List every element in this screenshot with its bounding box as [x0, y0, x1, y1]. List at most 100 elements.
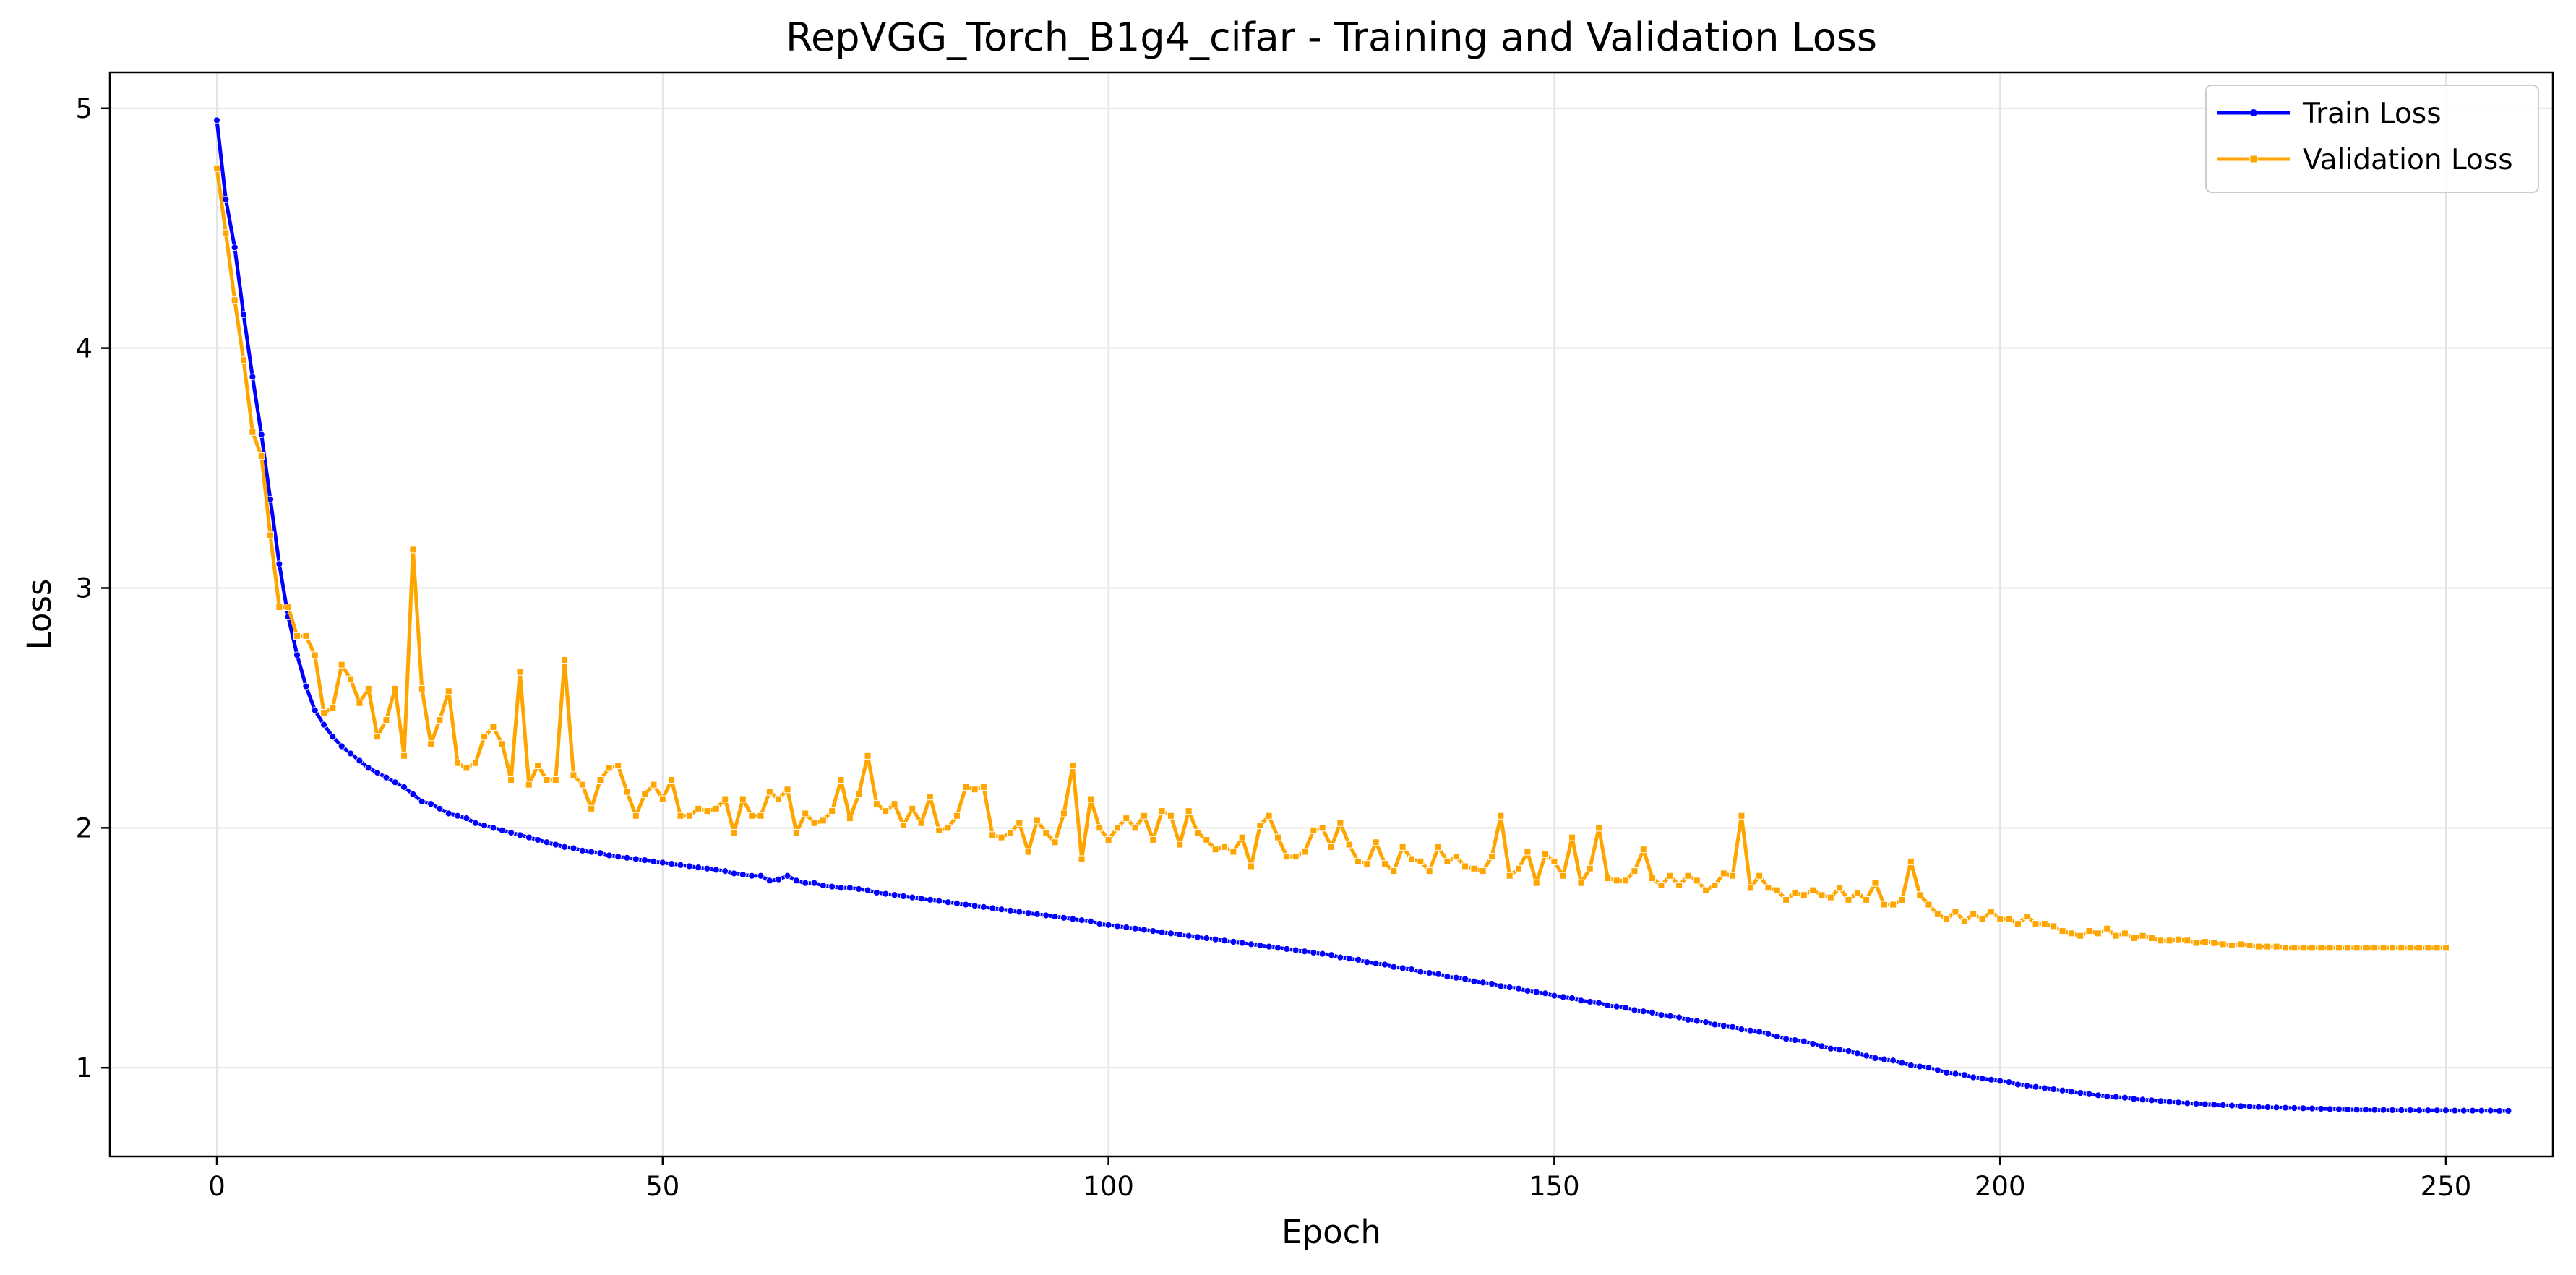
train-loss-point [677, 861, 684, 869]
train-loss-point [882, 890, 890, 898]
validation-loss-point [962, 783, 970, 791]
train-loss-point [2299, 1104, 2307, 1112]
legend-train-marker [2250, 109, 2257, 116]
train-loss-point [1229, 938, 1237, 945]
validation-loss-point [1925, 901, 1933, 909]
validation-loss-point [471, 759, 479, 767]
train-loss-point [2130, 1095, 2138, 1103]
validation-loss-point [2184, 937, 2191, 945]
train-loss-point [382, 773, 390, 781]
train-loss-point [2460, 1107, 2468, 1115]
validation-loss-point [935, 826, 943, 834]
train-loss-point [1345, 955, 1353, 963]
validation-loss-point [1300, 848, 1308, 856]
validation-loss-point [1880, 901, 1888, 909]
validation-loss-point [837, 776, 845, 784]
train-loss-point [658, 859, 666, 867]
legend-train-label: Train Loss [2302, 98, 2442, 130]
validation-loss-point [374, 733, 382, 741]
validation-loss-point [1559, 872, 1567, 880]
train-loss-point [641, 857, 649, 864]
train-loss-point [1773, 1033, 1781, 1040]
train-loss-point [2014, 1081, 2022, 1089]
validation-loss-point [1863, 896, 1871, 903]
train-loss-point [1943, 1068, 1951, 1076]
validation-loss-point [2121, 930, 2129, 937]
validation-loss-point [641, 790, 649, 798]
train-loss-point [1381, 961, 1388, 969]
train-loss-point [231, 244, 239, 252]
validation-loss-point [650, 781, 658, 789]
validation-loss-point [1069, 762, 1077, 770]
validation-loss-point [2272, 943, 2280, 950]
train-loss-point [1836, 1046, 1844, 1054]
validation-loss-point [730, 828, 738, 836]
validation-loss-point [917, 819, 925, 827]
train-loss-point [2291, 1104, 2298, 1112]
train-loss-point [1167, 930, 1175, 937]
validation-loss-points [213, 164, 2450, 952]
validation-loss-point [810, 819, 818, 827]
validation-loss-point [1024, 848, 1032, 856]
train-loss-point [338, 742, 345, 750]
train-loss-point [551, 841, 559, 849]
validation-loss-point [1238, 833, 1246, 841]
train-loss-point [605, 851, 613, 859]
validation-loss-point [2174, 935, 2182, 943]
train-loss-point [1613, 1003, 1620, 1010]
validation-loss-point [828, 807, 836, 815]
train-loss-point [1845, 1047, 1852, 1055]
train-loss-point [1042, 911, 1050, 919]
train-loss-point [2389, 1107, 2396, 1114]
train-loss-point [2165, 1098, 2173, 1106]
validation-loss-point [1336, 819, 1344, 827]
train-loss-point [570, 844, 578, 852]
train-loss-point [257, 431, 265, 439]
train-loss-point [2032, 1083, 2040, 1091]
train-loss-point [917, 895, 925, 903]
validation-loss-point [1425, 867, 1433, 875]
train-loss-point [1141, 926, 1148, 934]
train-loss-point [685, 862, 693, 870]
y-tick-label: 1 [75, 1052, 93, 1083]
train-loss-point [347, 750, 354, 757]
train-loss-point [864, 886, 872, 894]
train-loss-point [2139, 1096, 2147, 1104]
train-loss-point [427, 800, 434, 808]
train-loss-point [1034, 910, 1041, 918]
train-loss-point [2362, 1106, 2369, 1114]
train-loss-point [775, 875, 783, 883]
train-loss-point [1221, 937, 1228, 945]
train-loss-point [650, 857, 658, 865]
train-loss-point [712, 866, 720, 874]
train-loss-point [997, 906, 1005, 914]
train-loss-point [1711, 1021, 1719, 1029]
validation-loss-point [668, 776, 676, 784]
validation-loss-point [855, 790, 863, 798]
validation-loss-point [2433, 944, 2441, 952]
train-loss-point [1639, 1008, 1647, 1016]
train-loss-point [1532, 988, 1540, 996]
validation-loss-point [1996, 915, 2004, 923]
train-loss-point [302, 682, 310, 690]
train-loss-point [2486, 1107, 2494, 1115]
validation-loss-point [498, 740, 506, 748]
validation-loss-point [953, 812, 961, 820]
validation-loss-point [596, 776, 604, 784]
train-loss-point [1203, 935, 1211, 942]
train-loss-point [980, 903, 987, 911]
train-loss-point [1970, 1073, 1978, 1081]
y-tick-label: 4 [75, 333, 93, 364]
train-loss-point [1987, 1076, 1995, 1083]
train-loss-point [2353, 1106, 2361, 1114]
validation-loss-point [338, 661, 345, 669]
validation-loss-point [1229, 848, 1237, 856]
train-loss-point [1096, 920, 1104, 927]
validation-loss-point [1916, 891, 1924, 899]
train-loss-point [855, 885, 863, 893]
validation-loss-point [1042, 828, 1050, 836]
validation-loss-point [1310, 826, 1318, 834]
train-loss-point [2379, 1106, 2387, 1114]
x-axis-label: Epoch [1281, 1213, 1381, 1251]
train-loss-point [2085, 1090, 2093, 1098]
